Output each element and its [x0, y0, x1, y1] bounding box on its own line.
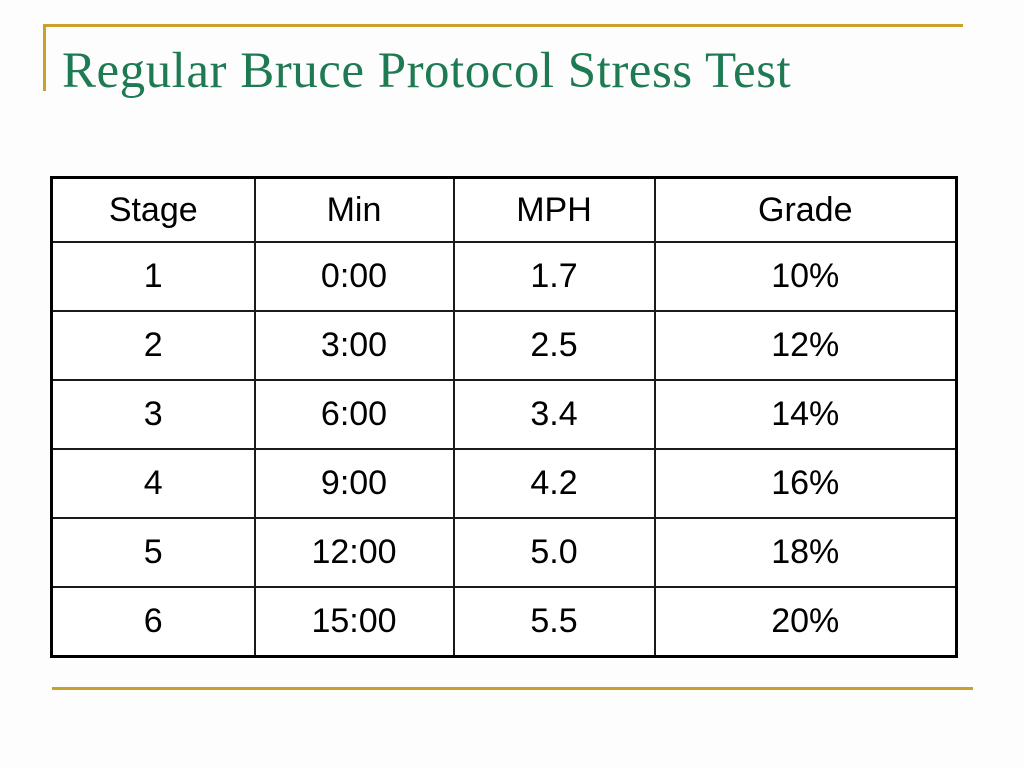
table-header-row: Stage Min MPH Grade	[50, 176, 958, 243]
cell-grade: 10%	[653, 241, 958, 312]
cell-mph: 1.7	[452, 241, 656, 312]
cell-mph: 5.5	[452, 586, 656, 658]
cell-min: 9:00	[253, 448, 455, 519]
table-row: 3 6:00 3.4 14%	[50, 379, 958, 450]
cell-min: 0:00	[253, 241, 455, 312]
table-row: 5 12:00 5.0 18%	[50, 517, 958, 588]
cell-stage: 5	[50, 517, 256, 588]
slide-title: Regular Bruce Protocol Stress Test	[62, 43, 792, 99]
cell-grade: 12%	[653, 310, 958, 381]
bruce-protocol-table: Stage Min MPH Grade 1 0:00 1.7 10% 2 3:0…	[50, 176, 958, 658]
cell-min: 3:00	[253, 310, 455, 381]
cell-mph: 3.4	[452, 379, 656, 450]
cell-stage: 3	[50, 379, 256, 450]
cell-grade: 14%	[653, 379, 958, 450]
table-row: 6 15:00 5.5 20%	[50, 586, 958, 658]
cell-min: 15:00	[253, 586, 455, 658]
table-row: 1 0:00 1.7 10%	[50, 241, 958, 312]
cell-mph: 4.2	[452, 448, 656, 519]
cell-stage: 4	[50, 448, 256, 519]
bottom-accent-line	[52, 687, 973, 690]
cell-grade: 16%	[653, 448, 958, 519]
column-header-stage: Stage	[50, 176, 256, 243]
column-header-grade: Grade	[653, 176, 958, 243]
cell-stage: 6	[50, 586, 256, 658]
cell-grade: 20%	[653, 586, 958, 658]
cell-stage: 2	[50, 310, 256, 381]
table-row: 4 9:00 4.2 16%	[50, 448, 958, 519]
cell-mph: 2.5	[452, 310, 656, 381]
cell-grade: 18%	[653, 517, 958, 588]
cell-stage: 1	[50, 241, 256, 312]
cell-mph: 5.0	[452, 517, 656, 588]
top-accent-line	[43, 24, 963, 27]
cell-min: 12:00	[253, 517, 455, 588]
left-accent-line	[43, 24, 46, 91]
column-header-min: Min	[253, 176, 455, 243]
table-row: 2 3:00 2.5 12%	[50, 310, 958, 381]
column-header-mph: MPH	[452, 176, 656, 243]
cell-min: 6:00	[253, 379, 455, 450]
